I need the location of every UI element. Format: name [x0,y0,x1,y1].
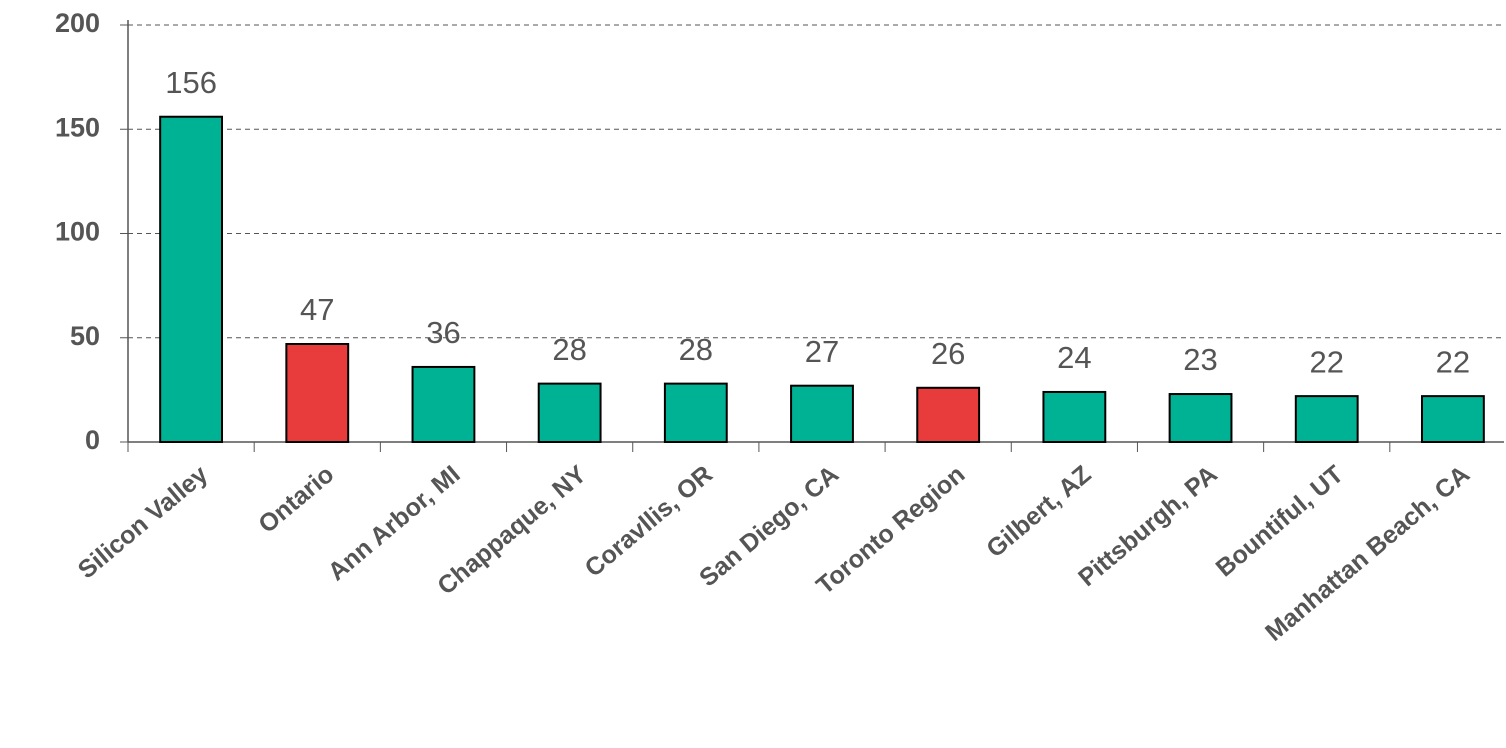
bar [663,382,728,443]
value-label: 156 [165,65,217,100]
bar [285,343,350,444]
bar [159,115,224,444]
value-label: 28 [552,332,586,367]
bar [1420,395,1485,444]
x-tick-label: Coravllis, OR [580,460,718,582]
value-label: 47 [300,292,334,327]
bar [916,386,981,444]
value-label: 36 [426,315,460,350]
value-label: 22 [1436,344,1470,379]
x-tick-label: Ontario [253,460,339,539]
y-tick-label: 200 [55,8,100,38]
bar [1294,395,1359,444]
value-label: 23 [1183,342,1217,377]
x-tick-label: Gilbert, AZ [981,460,1096,563]
y-tick-label: 0 [85,425,100,455]
value-label: 22 [1309,344,1343,379]
x-tick-label: Silicon Valley [73,460,213,584]
value-label: 27 [805,334,839,369]
value-label: 24 [1057,340,1091,375]
value-label: 28 [679,332,713,367]
x-tick-label: Bountiful, UT [1211,460,1349,582]
value-label: 26 [931,336,965,371]
bar [411,365,476,443]
x-tick-label: Ann Arbor, MI [323,460,466,586]
bar [790,384,854,443]
bar [537,382,602,443]
y-tick-label: 150 [55,112,100,142]
y-tick-label: 50 [70,321,100,351]
bar [1168,393,1233,444]
y-tick-label: 100 [55,217,100,247]
bar [1042,390,1107,443]
x-tick-label: Pittsburgh, PA [1073,460,1223,592]
x-tick-label: Manhattan Beach, CA [1260,460,1475,647]
